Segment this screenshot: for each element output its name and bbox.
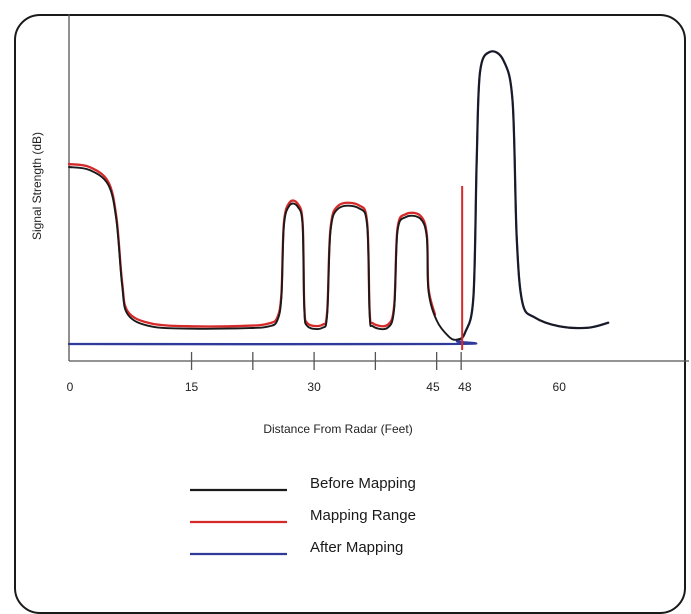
x-axis-title: Distance From Radar (Feet) — [263, 422, 412, 436]
chart-svg: 0 15 30 45 48 60 Before Mapping Mapping Range A… — [30, 14, 689, 556]
legend-label-before-mapping: Before Mapping — [310, 475, 416, 492]
axes — [68, 14, 689, 362]
x-tick-label: 0 — [67, 380, 74, 394]
series-line-after-mapping — [67, 50, 610, 346]
x-tick-label: 45 — [426, 380, 440, 394]
legend: Before Mapping Mapping Range After Mapping — [190, 475, 416, 556]
legend-label-after-mapping: After Mapping — [310, 539, 403, 556]
x-tick-label: 15 — [185, 380, 199, 394]
series-lines — [67, 50, 610, 350]
x-tick-label: 48 — [458, 380, 472, 394]
series-line-before-mapping — [68, 50, 610, 341]
chart-frame — [14, 14, 686, 614]
x-ticks: 0 15 30 45 48 60 — [67, 352, 567, 394]
y-axis-title: Signal Strength (dB) — [30, 132, 44, 240]
legend-label-mapping-range: Mapping Range — [310, 507, 416, 524]
x-tick-label: 60 — [553, 380, 567, 394]
x-tick-label: 30 — [307, 380, 321, 394]
